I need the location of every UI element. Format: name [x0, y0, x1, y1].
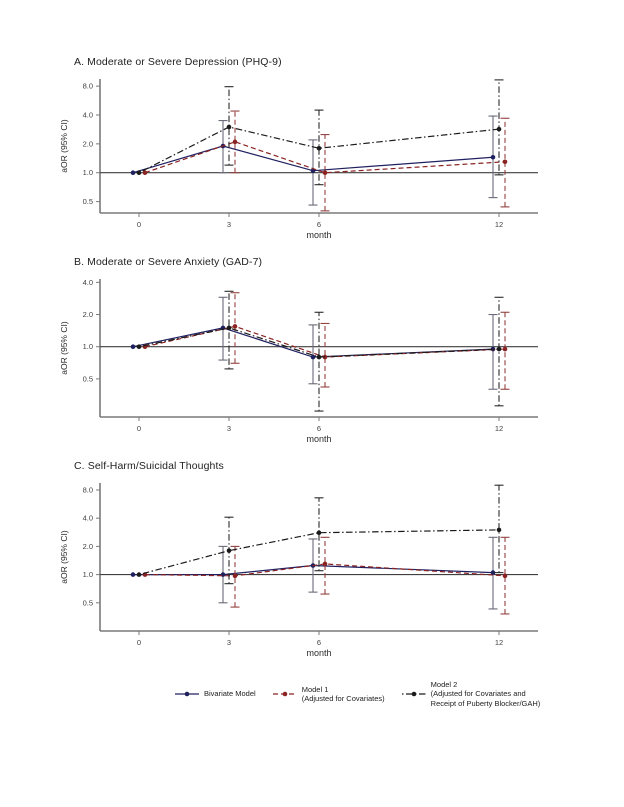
- y-tick-label: 2.0: [83, 542, 93, 551]
- y-tick-label: 2.0: [83, 139, 93, 148]
- data-point: [226, 124, 232, 130]
- y-axis-label: aOR (95% CI): [59, 321, 69, 375]
- legend-key-point: [411, 691, 416, 697]
- x-tick-label: 0: [137, 424, 141, 433]
- series-line: [144, 141, 506, 174]
- data-point: [232, 573, 238, 579]
- anxiety-chart: 0.5 1.0 2.0 4.0 0 3 6 12 month aOR (95% CI): [59, 278, 538, 444]
- legend-item-bivariate: Bivariate Model: [174, 688, 256, 700]
- model1-line-key-icon: [272, 691, 297, 697]
- series-line: [138, 126, 500, 174]
- data-point: [496, 346, 502, 352]
- y-tick-label: 0.5: [83, 197, 93, 206]
- x-tick-label: 0: [137, 220, 141, 229]
- data-point: [316, 354, 322, 360]
- data-point: [136, 572, 142, 577]
- y-tick-label: 1.0: [83, 342, 93, 351]
- y-tick-label: 0.5: [83, 598, 93, 607]
- x-tick-label: 6: [317, 424, 321, 433]
- legend-key-point: [282, 691, 288, 697]
- panel-anxiety: B. Moderate or Severe Anxiety (GAD-7) 0.…: [56, 256, 556, 452]
- x-tick-label: 12: [495, 220, 503, 229]
- data-point: [130, 170, 136, 176]
- x-tick-label: 3: [227, 424, 231, 433]
- data-point: [232, 324, 238, 329]
- data-point: [232, 139, 238, 145]
- panel-a-title: A. Moderate or Severe Depression (PHQ-9): [74, 56, 282, 68]
- legend-label: Model 1 (Adjusted for Covariates): [301, 684, 385, 704]
- series-line: [144, 325, 506, 358]
- data-point: [316, 530, 322, 536]
- data-point: [316, 145, 322, 151]
- x-tick-label: 3: [227, 638, 231, 647]
- data-point: [310, 354, 316, 360]
- y-tick-label: 2.0: [83, 310, 93, 319]
- data-point: [226, 325, 232, 331]
- model2-line-key-icon: [401, 691, 426, 697]
- x-tick-label: 3: [227, 220, 231, 229]
- x-axis-label: month: [306, 648, 331, 658]
- panel-c-title: C. Self-Harm/Suicidal Thoughts: [74, 460, 224, 472]
- x-tick-label: 6: [317, 638, 321, 647]
- y-tick-label: 4.0: [83, 514, 93, 523]
- legend-label: Model 2 (Adjusted for Covariates and Rec…: [430, 680, 541, 708]
- y-tick-label: 1.0: [83, 168, 93, 177]
- data-point: [490, 154, 496, 160]
- panel-selfharm: C. Self-Harm/Suicidal Thoughts 0.5 1.0 2.0…: [56, 460, 556, 666]
- y-tick-label: 8.0: [83, 82, 93, 91]
- data-point: [322, 354, 328, 360]
- data-point: [502, 159, 508, 165]
- selfharm-chart: 0.5 1.0 2.0 4.0 8.0 0 3 6 12 month aOR (95% CI): [59, 483, 538, 658]
- data-point: [496, 126, 502, 132]
- legend-key-point: [184, 691, 190, 697]
- data-point: [496, 527, 502, 533]
- legend-item-model1: Model 1 (Adjusted for Covariates): [272, 685, 385, 704]
- data-point: [502, 573, 508, 579]
- data-point: [226, 548, 232, 553]
- y-tick-label: 8.0: [83, 485, 93, 494]
- y-axis-label: aOR (95% CI): [59, 530, 69, 584]
- data-point: [490, 570, 496, 575]
- data-point: [322, 561, 328, 567]
- legend-item-model2: Model 2 (Adjusted for Covariates and Rec…: [401, 680, 541, 708]
- y-tick-label: 1.0: [83, 570, 93, 579]
- x-tick-label: 12: [495, 424, 503, 433]
- x-tick-label: 6: [317, 220, 321, 229]
- x-tick-label: 0: [137, 638, 141, 647]
- panel-b-title: B. Moderate or Severe Anxiety (GAD-7): [74, 256, 263, 268]
- forest-plot-figure: A. Moderate or Severe Depression (PHQ-9)…: [56, 56, 556, 708]
- x-axis-label: month: [306, 434, 331, 444]
- bivariate-line-key-icon: [175, 691, 199, 697]
- y-axis-label: aOR (95% CI): [59, 119, 69, 173]
- data-point: [136, 170, 142, 176]
- y-tick-label: 0.5: [83, 374, 93, 383]
- data-point: [322, 170, 328, 176]
- y-tick-label: 4.0: [83, 278, 93, 287]
- data-point: [130, 572, 136, 577]
- depression-chart: 0.5 1.0 2.0 4.0 8.0 0 3 6 12 month aOR (95% CI): [59, 79, 538, 240]
- data-point: [136, 344, 142, 350]
- legend-label: Bivariate Model: [204, 689, 256, 699]
- data-point: [142, 170, 148, 176]
- series-line: [138, 327, 500, 358]
- data-point: [130, 344, 136, 350]
- series-line: [138, 529, 500, 576]
- data-point: [502, 346, 508, 352]
- panel-depression: A. Moderate or Severe Depression (PHQ-9)…: [56, 56, 556, 248]
- x-tick-label: 12: [495, 638, 503, 647]
- series-line: [132, 145, 494, 174]
- chart-legend: Bivariate Model Model 1 (Adjusted for Co…: [174, 680, 556, 708]
- y-tick-label: 4.0: [83, 111, 93, 120]
- x-axis-label: month: [306, 230, 331, 240]
